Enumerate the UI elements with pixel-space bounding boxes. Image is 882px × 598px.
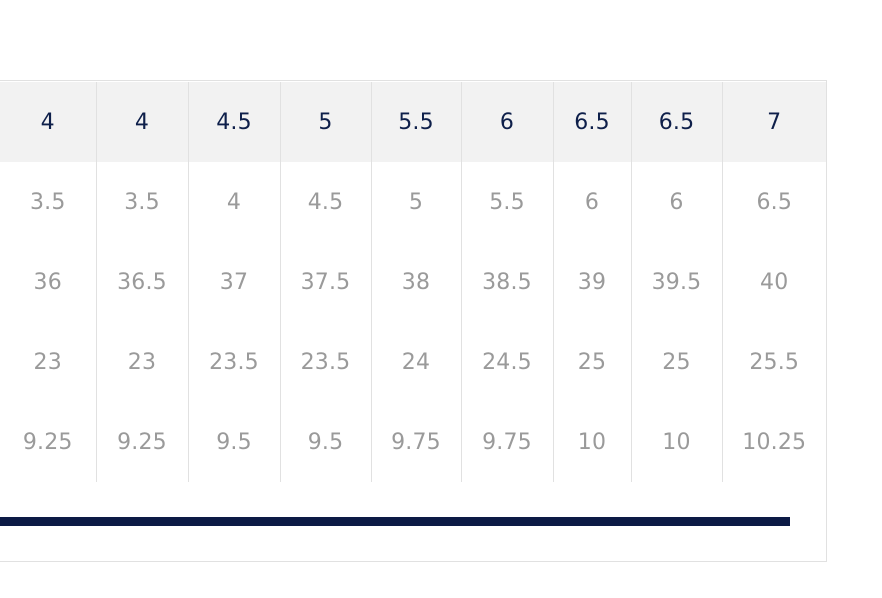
table-cell: 25.5: [749, 349, 800, 375]
table-cell: 9.75: [371, 402, 462, 482]
horizontal-scrollbar[interactable]: [0, 517, 790, 526]
table-cell: 37: [188, 242, 281, 322]
table-cell: 40: [760, 269, 789, 295]
header-cell: 5: [280, 82, 372, 162]
table-cell: 4.5: [280, 162, 372, 242]
table-cell: 6: [553, 162, 632, 242]
table-row: 9.25 9.25 9.5 9.5 9.75 9.75 10 10 10.25: [0, 402, 826, 482]
table-cell: 10: [631, 402, 723, 482]
table-cell: 10: [553, 402, 632, 482]
table-cell: 24.5: [461, 322, 554, 402]
table-cell: 5: [371, 162, 462, 242]
table-cell: 23.5: [188, 322, 281, 402]
table-cell: 3.5: [96, 162, 189, 242]
table-cell: 6.5: [756, 189, 793, 215]
table-cell: 5.5: [461, 162, 554, 242]
table-cell: 38: [371, 242, 462, 322]
table-cell: 9.25: [0, 402, 97, 482]
header-cell: 5.5: [371, 82, 462, 162]
table-cell: 9.25: [96, 402, 189, 482]
table-row: 3.5 3.5 4 4.5 5 5.5 6 6 6.5: [0, 162, 826, 242]
header-cell: 4: [96, 82, 189, 162]
table-cell: 36.5: [96, 242, 189, 322]
table-cell: 36: [0, 242, 97, 322]
size-chart-table: 4 4 4.5 5 5.5 6 6.5 6.5 7 3.5 3.5 4 4.5 …: [0, 82, 826, 482]
header-cell: 6.5: [631, 82, 723, 162]
table-cell: 6: [631, 162, 723, 242]
header-cell: 4: [0, 82, 97, 162]
table-cell: 9.75: [461, 402, 554, 482]
table-cell: 9.5: [188, 402, 281, 482]
header-cell: 7: [722, 82, 826, 162]
table-row: 36 36.5 37 37.5 38 38.5 39 39.5 40: [0, 242, 826, 322]
table-cell: 38.5: [461, 242, 554, 322]
table-cell: 37.5: [280, 242, 372, 322]
table-row: 23 23 23.5 23.5 24 24.5 25 25 25.5: [0, 322, 826, 402]
header-row: 4 4 4.5 5 5.5 6 6.5 6.5 7: [0, 82, 826, 162]
table-cell: 24: [371, 322, 462, 402]
table-cell: 23: [0, 322, 97, 402]
table-cell: 10.25: [742, 429, 807, 455]
table-cell: 23: [96, 322, 189, 402]
table-cell: 39: [553, 242, 632, 322]
header-cell: 6.5: [553, 82, 632, 162]
table-cell: 25: [553, 322, 632, 402]
table-cell: 9.5: [280, 402, 372, 482]
table-cell: 39.5: [631, 242, 723, 322]
table-cell: 23.5: [280, 322, 372, 402]
table-cell: 3.5: [0, 162, 97, 242]
header-cell: 4.5: [188, 82, 281, 162]
table-cell: 4: [188, 162, 281, 242]
header-cell: 6: [461, 82, 554, 162]
table-cell: 25: [631, 322, 723, 402]
